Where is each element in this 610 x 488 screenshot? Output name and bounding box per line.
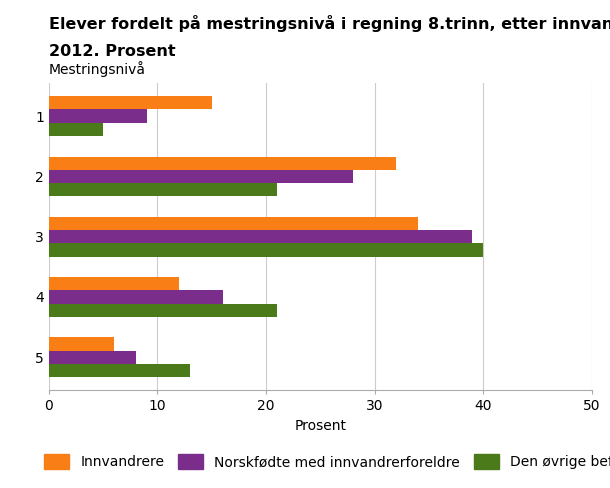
Bar xyxy=(49,157,397,170)
Bar xyxy=(49,350,135,364)
Bar xyxy=(49,290,223,304)
Bar xyxy=(49,304,277,317)
Bar xyxy=(49,109,146,123)
Bar xyxy=(49,123,103,136)
Bar xyxy=(49,183,277,196)
Bar xyxy=(49,364,190,377)
X-axis label: Prosent: Prosent xyxy=(294,419,346,433)
Bar xyxy=(49,96,212,109)
Text: Mestringsnivå: Mestringsnivå xyxy=(49,61,146,77)
Legend: Innvandrere, Norskfødte med innvandrerforeldre, Den øvrige befolkningen: Innvandrere, Norskfødte med innvandrerfo… xyxy=(37,447,610,476)
Bar xyxy=(49,277,179,290)
Bar xyxy=(49,217,418,230)
Text: Elever fordelt på mestringsnivå i regning 8.trinn, etter innvandringsbakgrunn.: Elever fordelt på mestringsnivå i regnin… xyxy=(49,15,610,32)
Bar xyxy=(49,244,483,257)
Bar xyxy=(49,230,472,244)
Text: 2012. Prosent: 2012. Prosent xyxy=(49,44,176,59)
Bar xyxy=(49,170,353,183)
Bar xyxy=(49,337,114,350)
